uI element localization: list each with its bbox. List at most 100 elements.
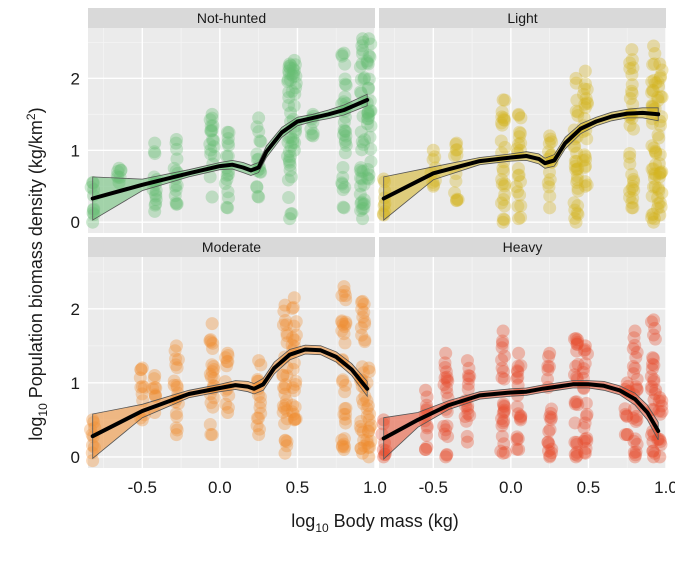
data-point [498, 187, 512, 201]
data-point [580, 407, 594, 421]
data-point [335, 315, 349, 329]
data-point [450, 194, 464, 208]
data-point [204, 396, 218, 410]
data-point [338, 320, 352, 334]
data-point [570, 395, 584, 409]
data-point [625, 53, 639, 67]
data-point [569, 215, 583, 229]
data-point [357, 72, 371, 86]
data-point [287, 53, 301, 67]
data-point [647, 450, 661, 464]
data-point [167, 378, 181, 392]
data-point [440, 381, 454, 395]
facet-panel: Light [376, 8, 669, 233]
data-point [361, 57, 375, 71]
data-point [569, 331, 583, 345]
data-point [441, 430, 455, 444]
data-point [289, 315, 303, 329]
data-point [222, 389, 236, 403]
data-point [250, 180, 264, 194]
data-point [450, 148, 464, 162]
data-point [204, 147, 218, 161]
y-tick-labels: 0 1 2 0 1 2 [71, 69, 80, 467]
data-point [449, 174, 463, 188]
data-point [651, 91, 665, 105]
data-point [354, 414, 368, 428]
data-point [630, 437, 644, 451]
data-point [645, 86, 659, 100]
data-point [278, 298, 292, 312]
data-point [254, 135, 268, 149]
data-point [278, 433, 292, 447]
data-point [496, 212, 510, 226]
data-point [283, 73, 297, 87]
data-point [514, 136, 528, 150]
data-point [512, 442, 526, 456]
data-point [653, 391, 667, 405]
data-point [646, 83, 660, 97]
data-point [629, 380, 643, 394]
data-point [205, 123, 219, 137]
data-point [496, 416, 510, 430]
data-point [222, 138, 236, 152]
data-point [289, 374, 303, 388]
data-point [653, 166, 667, 180]
data-point [647, 73, 661, 87]
data-point [361, 162, 375, 176]
data-point [578, 77, 592, 91]
data-point [426, 143, 440, 157]
data-point [629, 445, 643, 459]
data-point [514, 409, 528, 423]
data-point [463, 408, 477, 422]
data-point [276, 405, 290, 419]
data-point [203, 334, 217, 348]
data-point [356, 446, 370, 460]
data-point [221, 167, 235, 181]
data-point [357, 433, 371, 447]
data-point [203, 367, 217, 381]
data-point [170, 142, 184, 156]
data-point [280, 326, 294, 340]
data-point [498, 93, 512, 107]
x-tick-label: 0.5 [286, 478, 310, 497]
data-point [646, 351, 660, 365]
data-point [335, 48, 349, 62]
data-point [460, 435, 474, 449]
data-point [277, 381, 291, 395]
data-point [207, 149, 221, 163]
data-point [337, 437, 351, 451]
data-point [148, 204, 162, 218]
data-point [355, 165, 369, 179]
data-point [497, 193, 511, 207]
data-point [541, 176, 555, 190]
data-point [364, 119, 378, 133]
data-point [278, 378, 292, 392]
data-point [654, 69, 668, 83]
data-point [287, 66, 301, 80]
data-point [578, 339, 592, 353]
data-point [579, 409, 593, 423]
data-point [252, 125, 266, 139]
data-point [577, 87, 591, 101]
data-point [282, 85, 296, 99]
data-point [438, 360, 452, 374]
data-point [135, 387, 149, 401]
data-point [568, 154, 582, 168]
data-point [218, 176, 232, 190]
data-point [362, 424, 376, 438]
data-point [354, 423, 368, 437]
data-point [205, 190, 219, 204]
data-point [578, 432, 592, 446]
data-point [361, 106, 375, 120]
data-point [335, 440, 349, 454]
data-point [354, 321, 368, 335]
data-point [205, 358, 219, 372]
data-point [205, 428, 219, 442]
data-point [205, 107, 219, 121]
data-point [252, 354, 266, 368]
data-point [496, 334, 510, 348]
data-point [355, 328, 369, 342]
data-point [625, 182, 639, 196]
data-point [338, 336, 352, 350]
data-point [361, 440, 375, 454]
